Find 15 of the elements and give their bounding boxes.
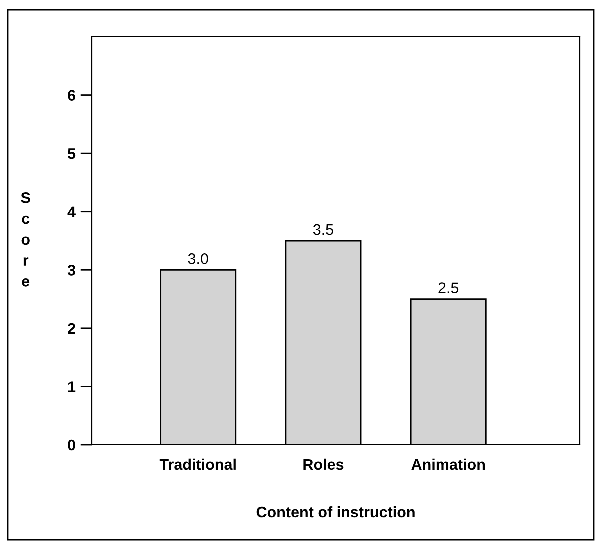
- y-tick-label: 4: [68, 206, 76, 218]
- data-label: 3.0: [188, 254, 208, 264]
- y-axis-title: Score: [21, 192, 30, 287]
- data-label: 2.5: [438, 282, 459, 294]
- y-tick-label: 2: [68, 323, 76, 334]
- y-tick-label: 1: [68, 382, 76, 392]
- y-tick-label: 5: [68, 148, 76, 160]
- y-tick-label: 0: [68, 440, 76, 451]
- x-tick-label: Animation: [412, 458, 486, 470]
- x-tick-label: Roles: [304, 458, 344, 470]
- data-label: 3.5: [313, 224, 334, 236]
- x-tick-label: Traditional: [160, 458, 236, 470]
- y-tick-label: 3: [68, 265, 76, 276]
- y-tick-label: 6: [68, 90, 76, 101]
- x-axis-title: Content of instruction: [256, 506, 415, 518]
